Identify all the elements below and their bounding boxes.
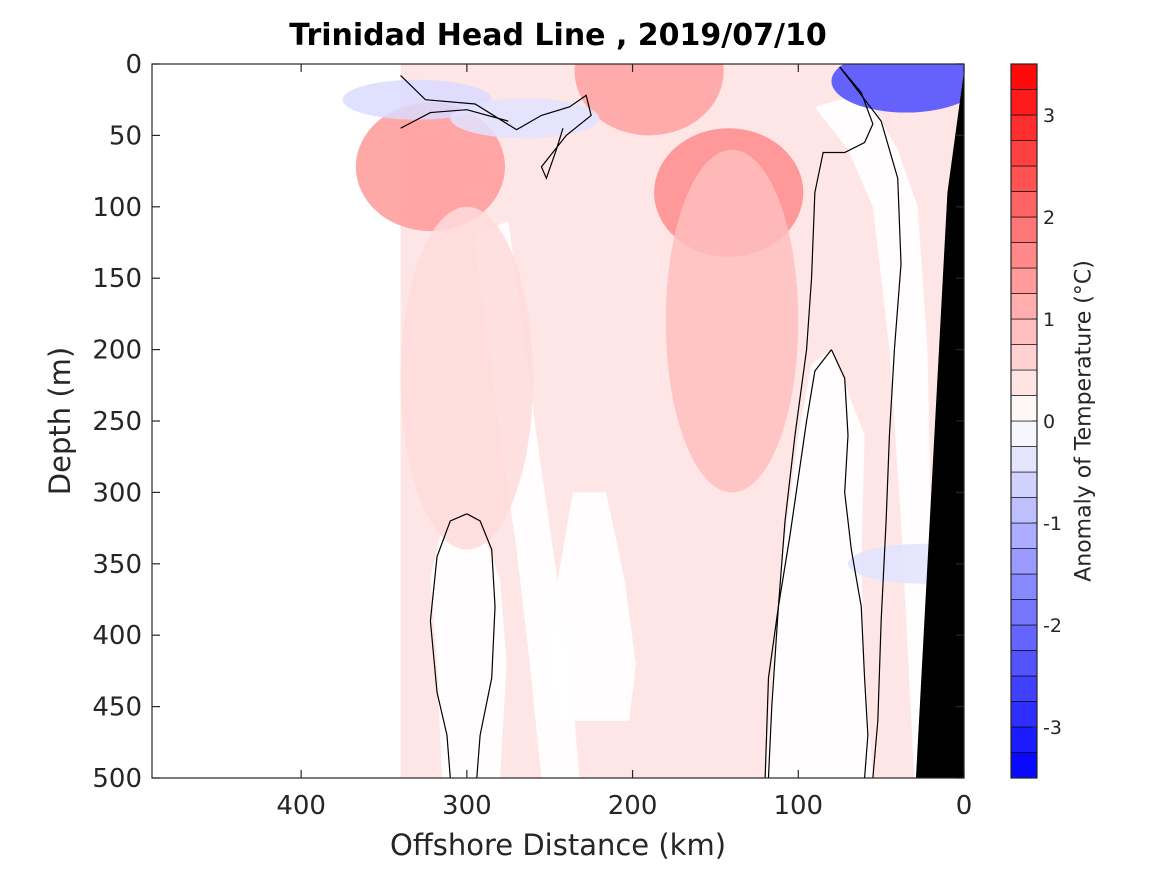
x-tick-label: 0 [956, 791, 973, 821]
colorbar-segment [1010, 752, 1038, 779]
colorbar: 3 2 1 0 -1 -2 -3 [1010, 63, 1062, 779]
x-axis: 400 300 200 100 0 [276, 64, 972, 821]
y-tick-label: 150 [92, 264, 142, 294]
colorbar-segment [1010, 599, 1038, 626]
colorbar-segment [1010, 63, 1038, 90]
colorbar-segment [1010, 420, 1038, 447]
y-tick-label: 0 [125, 50, 142, 80]
colorbar-segment [1010, 242, 1038, 269]
y-tick-label: 450 [92, 693, 142, 723]
colorbar-segment [1010, 114, 1038, 141]
warm-anomaly-region [355, 102, 505, 232]
zero-contour-line [400, 109, 509, 129]
y-tick-label: 500 [92, 764, 142, 794]
warm-anomaly-region [665, 149, 799, 493]
colorbar-tick-label: 1 [1043, 309, 1055, 331]
warm-anomaly-region [400, 206, 534, 550]
colorbar-tick-label: 3 [1043, 105, 1055, 127]
colorbar-tick-label: -1 [1043, 513, 1062, 535]
colorbar-segment [1010, 267, 1038, 294]
cold-anomaly-region [342, 79, 492, 120]
colorbar-segment [1010, 650, 1038, 677]
colorbar-tick-label: -2 [1043, 615, 1062, 637]
seafloor-land-mask [915, 64, 964, 778]
zero-contour-line [429, 513, 468, 778]
colorbar-segment [1010, 140, 1038, 167]
neutral-region [765, 349, 873, 778]
colorbar-segment [1010, 548, 1038, 575]
y-tick-label: 300 [92, 478, 142, 508]
colorbar-segment [1010, 701, 1038, 728]
colorbar-segment [1010, 191, 1038, 218]
anomaly-field [342, 64, 964, 778]
colorbar-segment [1010, 318, 1038, 345]
colorbar-segment [1010, 165, 1038, 192]
colorbar-tick-label: 0 [1043, 411, 1055, 433]
zero-contour-line [400, 74, 592, 180]
colorbar-tick-label: -3 [1043, 717, 1062, 739]
y-axis: 0 50 100 150 200 250 300 350 400 450 500 [92, 50, 964, 794]
colorbar-segment [1010, 395, 1038, 422]
y-tick-label: 250 [92, 407, 142, 437]
colorbar-label: Anomaly of Temperature (°C) [1071, 260, 1097, 582]
colorbar-segment [1010, 497, 1038, 524]
x-tick-label: 200 [608, 791, 658, 821]
colorbar-segment [1010, 573, 1038, 600]
x-tick-label: 100 [773, 791, 823, 821]
warm-anomaly-region [574, 64, 724, 136]
zero-contour-line [839, 66, 902, 778]
colorbar-segment [1010, 344, 1038, 371]
cold-anomaly-region [450, 98, 600, 139]
cold-anomaly-region [831, 64, 964, 113]
colorbar-segment [1010, 293, 1038, 320]
x-axis-label: Offshore Distance (km) [389, 828, 727, 862]
colorbar-segment [1010, 471, 1038, 498]
zero-contour-line [764, 349, 832, 778]
x-tick-label: 400 [276, 791, 326, 821]
colorbar-segment [1010, 624, 1038, 651]
y-tick-label: 350 [92, 550, 142, 580]
colorbar-segment [1010, 522, 1038, 549]
y-tick-label: 400 [92, 621, 142, 651]
colorbar-tick-label: 2 [1043, 207, 1055, 229]
neutral-region [430, 513, 507, 778]
y-tick-label: 100 [92, 193, 142, 223]
colorbar-segment [1010, 446, 1038, 473]
y-tick-label: 50 [109, 121, 142, 151]
zero-contour-line [830, 349, 869, 778]
colorbar-segment [1010, 216, 1038, 243]
colorbar-segment [1010, 89, 1038, 116]
zero-contour-line [767, 66, 874, 778]
cold-anomaly-region [848, 543, 964, 584]
y-tick-label: 200 [92, 336, 142, 366]
colorbar-segment [1010, 369, 1038, 396]
colorbar-segment [1010, 675, 1038, 702]
neutral-region [549, 492, 636, 721]
zero-contour-line [466, 513, 496, 778]
neutral-region [814, 92, 935, 778]
colorbar-segment [1010, 726, 1038, 753]
chart-title: Trinidad Head Line , 2019/07/10 [289, 18, 827, 53]
y-axis-label: Depth (m) [43, 346, 77, 496]
x-tick-label: 300 [442, 791, 492, 821]
